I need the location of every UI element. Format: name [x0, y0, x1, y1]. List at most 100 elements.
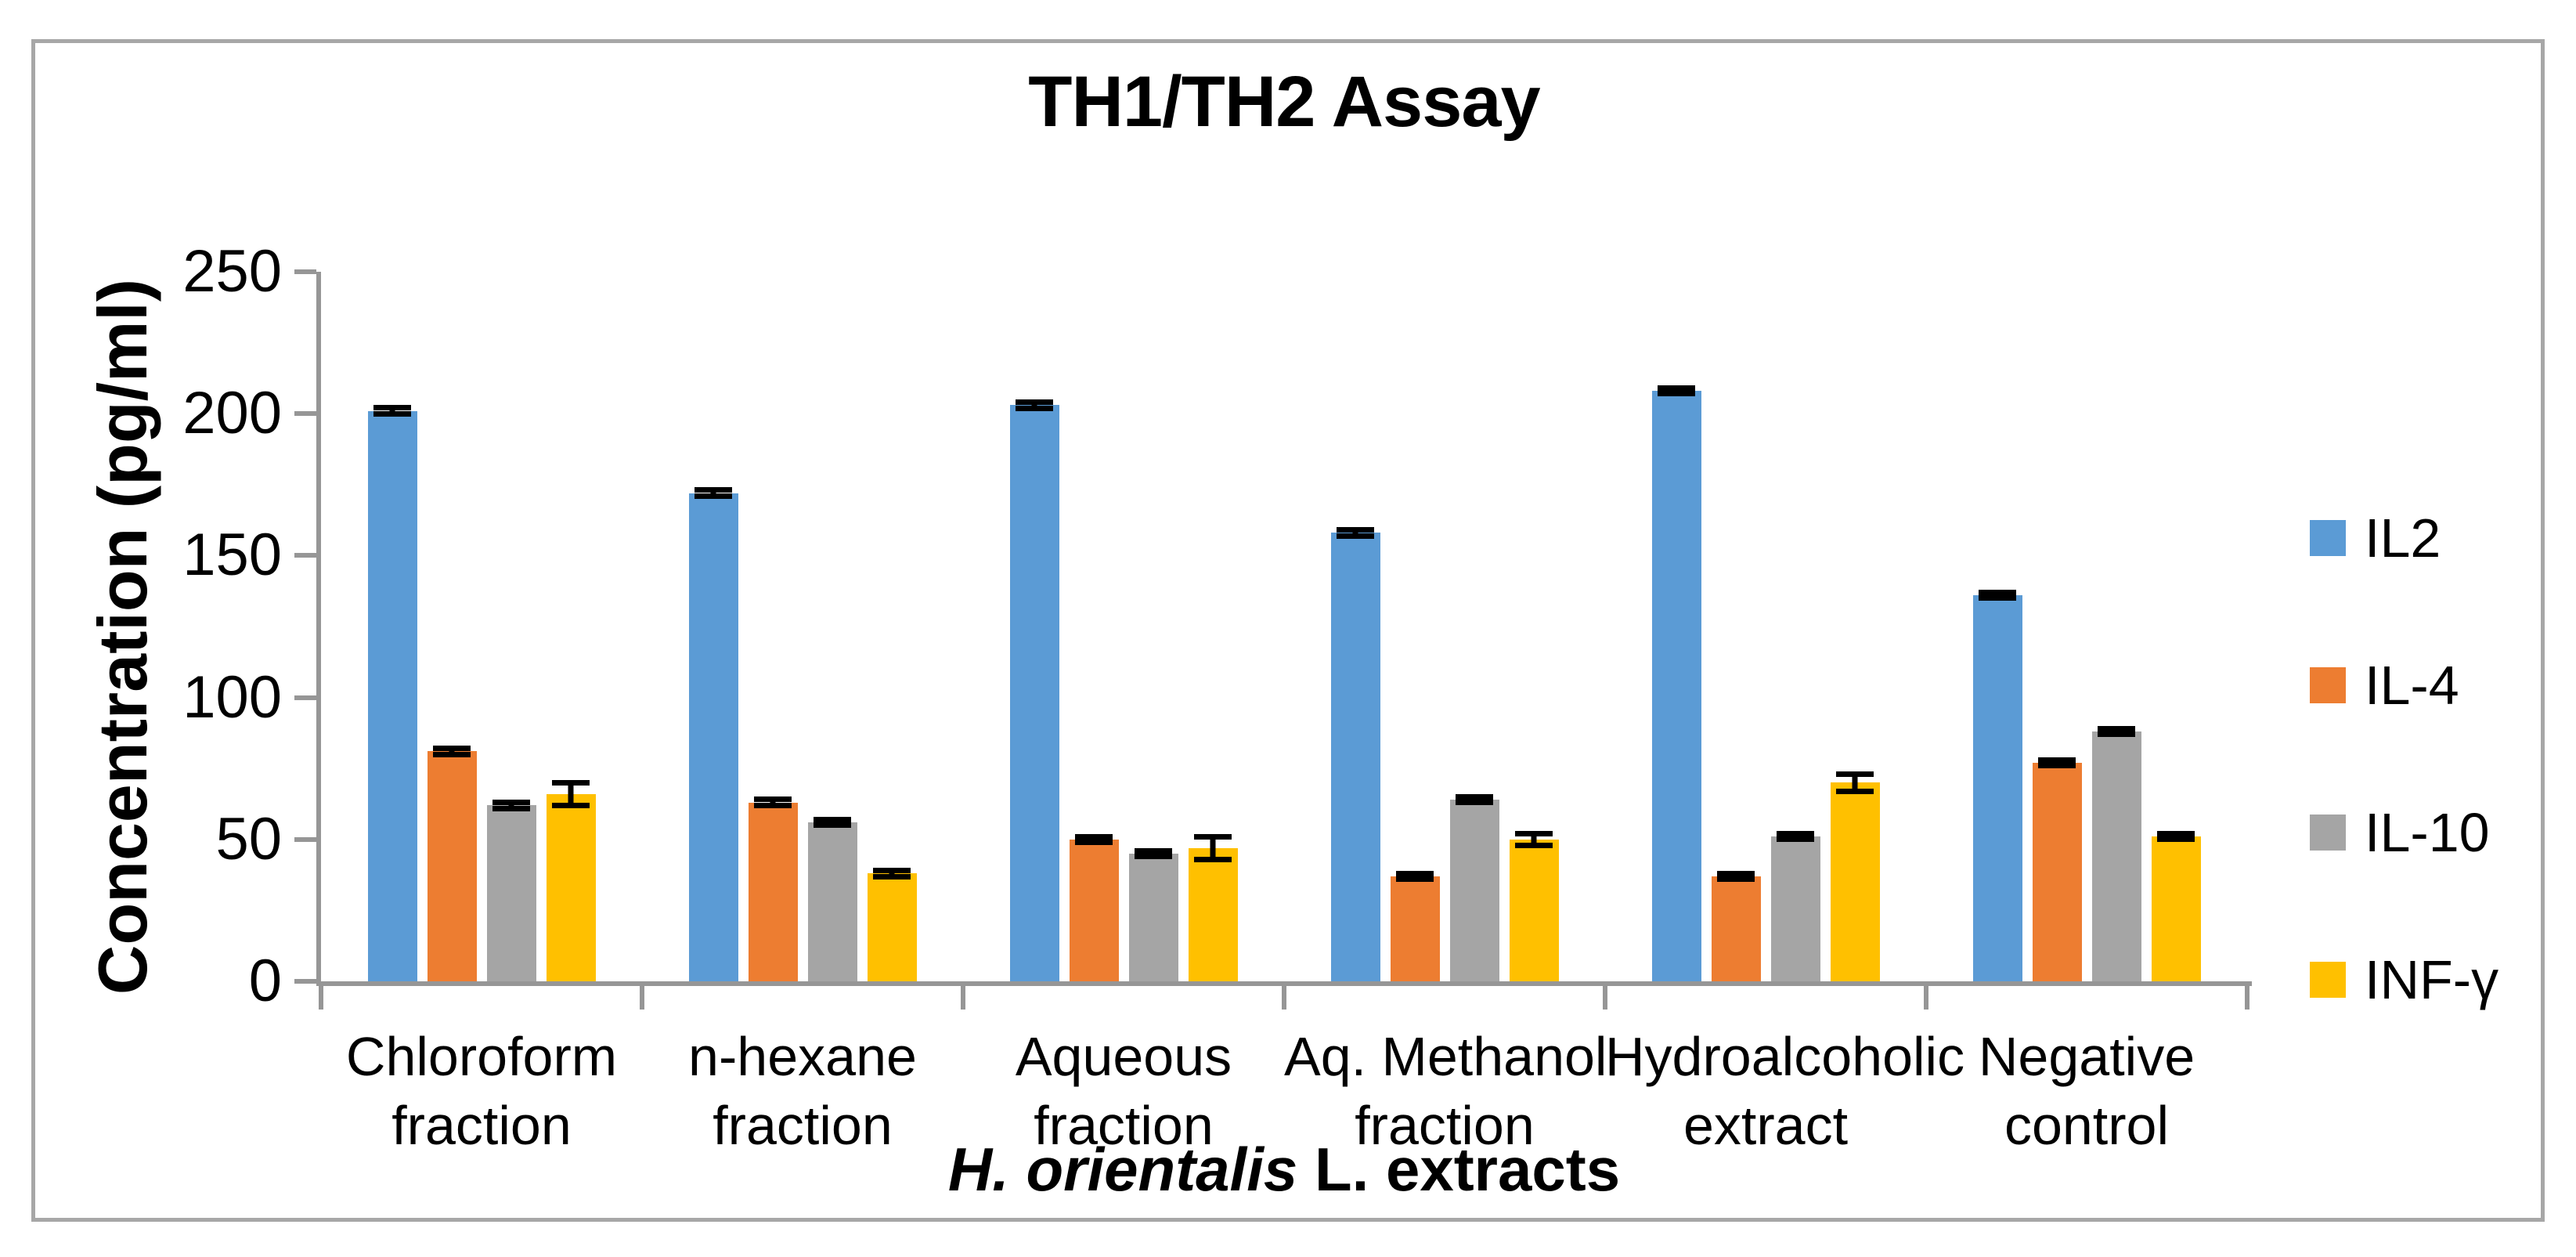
chart-title: TH1/TH2 Assay: [1028, 62, 1540, 142]
error-bar-cap-bottom: [373, 410, 411, 417]
error-bar: [2157, 830, 2195, 843]
error-bar-cap-bottom: [433, 751, 471, 757]
bar-il-10: [2091, 725, 2141, 981]
bar-il-4: [2032, 757, 2082, 981]
error-bar-stem: [389, 405, 395, 417]
y-tick-mark: [294, 411, 316, 417]
error-bar-cap-bottom: [754, 802, 792, 808]
legend-swatch: [2310, 520, 2346, 556]
error-bar-stem: [1091, 833, 1097, 846]
error-bar-cap-bottom: [1979, 595, 2016, 601]
category-label: Chloroform fraction: [321, 1022, 642, 1160]
category-label-line: Hydroalcoholic: [1605, 1026, 1965, 1087]
legend-swatch: [2310, 962, 2346, 998]
error-bar-stem: [1792, 830, 1799, 843]
error-bar: [373, 405, 411, 417]
error-bar: [1717, 870, 1755, 883]
bar-il2: [367, 405, 417, 981]
error-bar: [433, 746, 471, 757]
error-bar: [1515, 830, 1553, 848]
category-label-line: n-hexane: [688, 1026, 917, 1087]
legend-item-inf-: INF-γ: [2310, 952, 2498, 1007]
category-label-line: Aq. Methanol: [1284, 1026, 1607, 1087]
error-bar-stem: [1531, 830, 1537, 848]
category-label-line: Chloroform: [345, 1026, 618, 1087]
error-bar-cap-bottom: [1337, 533, 1374, 539]
category-label: Aqueous fraction: [963, 1022, 1284, 1160]
bar-inf-: [1188, 833, 1238, 981]
error-bar: [873, 868, 911, 880]
x-axis-title-species: H. orientalis: [947, 1135, 1298, 1204]
error-bar-stem: [1994, 589, 2001, 601]
y-tick-mark: [294, 553, 316, 558]
error-bar: [1836, 771, 1874, 794]
x-tick-mark: [640, 981, 644, 1010]
category-label-line: extract: [1683, 1095, 1849, 1156]
x-tick-mark: [1282, 981, 1286, 1010]
error-bar-stem: [889, 868, 895, 880]
y-tick-mark: [294, 979, 316, 984]
bar-il-4: [1711, 870, 1761, 981]
category-label: n-hexane fraction: [642, 1022, 963, 1160]
bar-group: [1284, 272, 1605, 981]
bar-inf-: [546, 779, 596, 981]
error-bar-stem: [1210, 833, 1216, 862]
error-bar-cap-bottom: [1396, 876, 1434, 883]
category-label-line: fraction: [1355, 1095, 1535, 1156]
bar-group: [1605, 272, 1926, 981]
legend-item-il-10: IL-10: [2310, 805, 2498, 860]
error-bar-stem: [1852, 771, 1858, 794]
bar-group: [642, 272, 963, 981]
legend-label: IL2: [2365, 507, 2441, 569]
error-bar: [1016, 399, 1053, 411]
x-tick-mark: [2245, 981, 2249, 1010]
error-bar-stem: [1031, 399, 1037, 411]
category-label-line: Negative: [1978, 1026, 2195, 1087]
error-bar: [695, 487, 732, 499]
error-bar-cap-bottom: [695, 493, 732, 499]
error-bar-stem: [568, 779, 574, 808]
error-bar: [1135, 847, 1172, 860]
x-axis-title-rest: L. extracts: [1297, 1135, 1621, 1204]
error-bar-stem: [2113, 725, 2120, 738]
bar-il-4: [1390, 870, 1440, 981]
category-label-line: fraction: [713, 1095, 893, 1156]
error-bar: [1456, 793, 1493, 806]
bar-inf-: [1830, 771, 1880, 981]
error-bar-cap-bottom: [552, 802, 590, 808]
legend-swatch: [2310, 815, 2346, 851]
y-tick-label: 0: [248, 948, 282, 1014]
error-bar-stem: [1733, 870, 1739, 883]
error-bar-stem: [508, 800, 514, 811]
legend-item-il-4: IL-4: [2310, 658, 2498, 713]
bar-il2: [1651, 385, 1701, 981]
error-bar-cap-bottom: [1135, 854, 1172, 860]
error-bar: [814, 816, 851, 829]
error-bar-cap-bottom: [2098, 731, 2135, 738]
error-bar-stem: [1471, 793, 1477, 806]
error-bar-stem: [1150, 847, 1156, 860]
error-bar-stem: [710, 487, 716, 499]
x-tick-mark: [1924, 981, 1928, 1010]
error-bar-stem: [1673, 385, 1679, 397]
error-bar: [492, 800, 530, 811]
error-bar-stem: [770, 796, 776, 808]
y-tick-mark: [294, 269, 316, 274]
bar-il2: [688, 487, 738, 981]
error-bar-cap-bottom: [1658, 391, 1695, 397]
legend: IL2 IL-4 IL-10 INF-γ: [2310, 511, 2498, 1007]
category-label-line: Aqueous: [1015, 1026, 1232, 1087]
error-bar: [2098, 725, 2135, 738]
error-bar: [1337, 527, 1374, 539]
bar-il-10: [1128, 847, 1178, 981]
bar-il-10: [1770, 830, 1820, 981]
bar-inf-: [867, 868, 917, 981]
bar-il2: [1972, 589, 2022, 981]
bar-il2: [1009, 399, 1059, 981]
legend-label: IL-10: [2365, 802, 2490, 863]
y-tick-label: 50: [215, 805, 282, 872]
error-bar-cap-bottom: [1836, 788, 1874, 794]
bar-inf-: [2151, 830, 2201, 981]
x-tick-mark: [319, 981, 323, 1010]
